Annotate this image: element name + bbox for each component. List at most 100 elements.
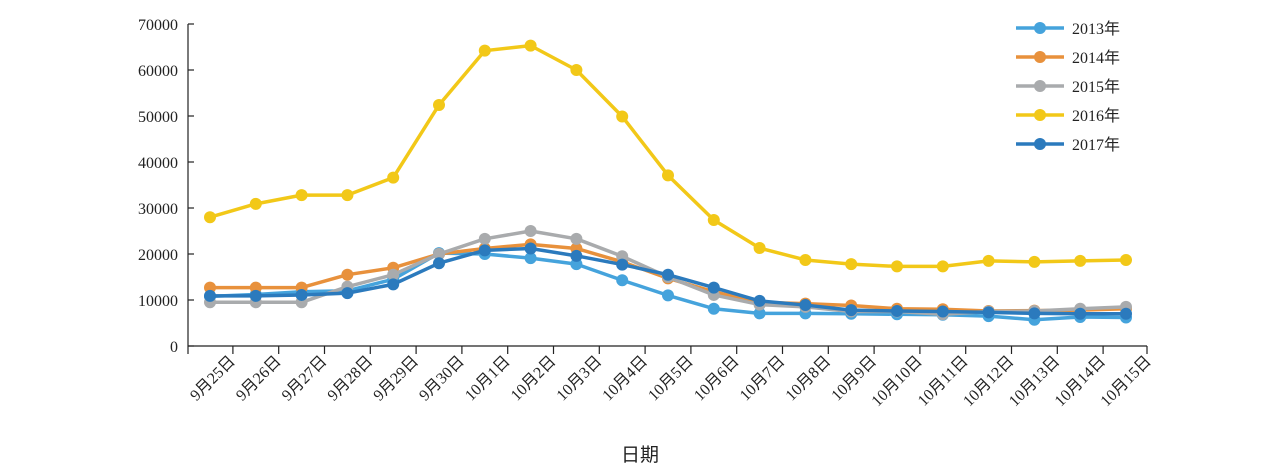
data-point: [616, 258, 629, 271]
y-axis: 0 10000 20000 30000 40000 50000 60000 70000: [138, 17, 194, 356]
x-axis: 9月25日9月26日9月27日9月28日9月29日9月30日10月1日10月2日…: [187, 345, 1155, 410]
data-point: [295, 288, 308, 301]
legend-item: 2016年: [1016, 107, 1120, 125]
data-point: [387, 278, 400, 291]
legend: 2013年 2014年 2015年 2016年 2017年: [1016, 20, 1120, 154]
legend-item: 2013年: [1016, 20, 1120, 38]
data-point: [204, 211, 216, 224]
data-point: [478, 44, 491, 57]
x-tick-label: 9月26日: [233, 353, 285, 405]
data-point: [341, 189, 354, 202]
data-point: [707, 302, 720, 315]
legend-swatch-marker: [1034, 138, 1046, 150]
series-layer: [204, 39, 1132, 326]
data-point: [799, 253, 812, 266]
data-point: [570, 258, 583, 271]
series-line: [208, 43, 1128, 269]
data-point: [341, 287, 354, 300]
legend-swatch-marker: [1034, 80, 1046, 92]
data-point: [249, 197, 262, 210]
legend-label: 2015年: [1072, 78, 1120, 96]
x-tick-label: 9月25日: [187, 353, 239, 405]
x-tick-label: 10月3日: [554, 353, 606, 405]
data-point: [249, 281, 262, 294]
legend-label: 2017年: [1072, 136, 1120, 154]
y-tick-label: 60000: [138, 63, 178, 80]
data-point: [982, 306, 995, 319]
y-tick-label: 70000: [138, 17, 178, 34]
data-point: [387, 171, 400, 184]
x-tick-label: 10月8日: [783, 353, 835, 405]
series-5: [204, 242, 1132, 320]
data-point: [1074, 254, 1087, 267]
data-point: [845, 258, 858, 271]
data-point: [1120, 253, 1132, 266]
x-tick-label: 10月7日: [737, 353, 789, 405]
data-point: [433, 257, 445, 270]
data-point: [524, 39, 537, 52]
data-point: [662, 169, 674, 182]
data-point: [891, 305, 903, 318]
legend-label: 2013年: [1072, 20, 1120, 38]
data-point: [845, 304, 858, 317]
data-point: [433, 98, 445, 111]
data-point: [478, 244, 491, 257]
legend-swatch-marker: [1034, 51, 1046, 63]
data-point: [707, 213, 720, 226]
data-point: [1074, 307, 1087, 320]
data-point: [433, 248, 445, 260]
data-point: [1028, 255, 1041, 268]
data-point: [662, 289, 674, 302]
data-point: [799, 299, 812, 312]
data-point: [662, 268, 674, 281]
data-point: [616, 110, 629, 123]
legend-swatch-marker: [1034, 109, 1046, 121]
data-point: [616, 274, 629, 287]
x-tick-label: 9月30日: [416, 353, 468, 405]
legend-label: 2014年: [1072, 49, 1120, 67]
series-4: [204, 39, 1132, 273]
data-point: [249, 289, 262, 302]
x-tick-label: 9月28日: [325, 353, 377, 405]
data-point: [524, 252, 537, 265]
legend-label: 2016年: [1072, 107, 1120, 125]
data-point: [295, 189, 308, 202]
data-point: [1028, 307, 1041, 320]
legend-item: 2017年: [1016, 136, 1120, 154]
data-point: [570, 249, 583, 262]
data-point: [707, 281, 720, 294]
x-axis-title: 日期: [621, 444, 659, 466]
x-tick-label: 9月29日: [370, 353, 422, 405]
x-tick-label: 10月2日: [508, 353, 560, 405]
data-point: [1120, 307, 1132, 320]
x-tick-label: 10月5日: [645, 353, 697, 405]
data-point: [341, 268, 354, 281]
data-point: [570, 232, 583, 245]
y-tick-label: 0: [170, 339, 178, 356]
data-point: [616, 250, 629, 263]
x-tick-label: 10月6日: [691, 353, 743, 405]
data-point: [753, 294, 766, 307]
data-point: [478, 232, 491, 245]
x-tick-label: 9月27日: [279, 353, 331, 405]
x-tick-label: 10月15日: [1098, 353, 1155, 410]
data-point: [387, 268, 400, 281]
data-point: [936, 260, 949, 273]
data-point: [936, 305, 949, 318]
legend-swatch-marker: [1034, 22, 1046, 34]
y-tick-label: 30000: [138, 201, 178, 218]
data-point: [753, 307, 766, 320]
data-point: [753, 242, 766, 255]
data-point: [204, 289, 216, 302]
data-point: [524, 242, 537, 255]
y-tick-label: 50000: [138, 109, 178, 126]
y-tick-label: 20000: [138, 247, 178, 264]
data-point: [524, 225, 537, 237]
legend-item: 2014年: [1016, 49, 1120, 67]
data-point: [204, 281, 216, 294]
x-tick-label: 10月4日: [599, 353, 651, 405]
data-point: [570, 64, 583, 76]
legend-item: 2015年: [1016, 78, 1120, 96]
